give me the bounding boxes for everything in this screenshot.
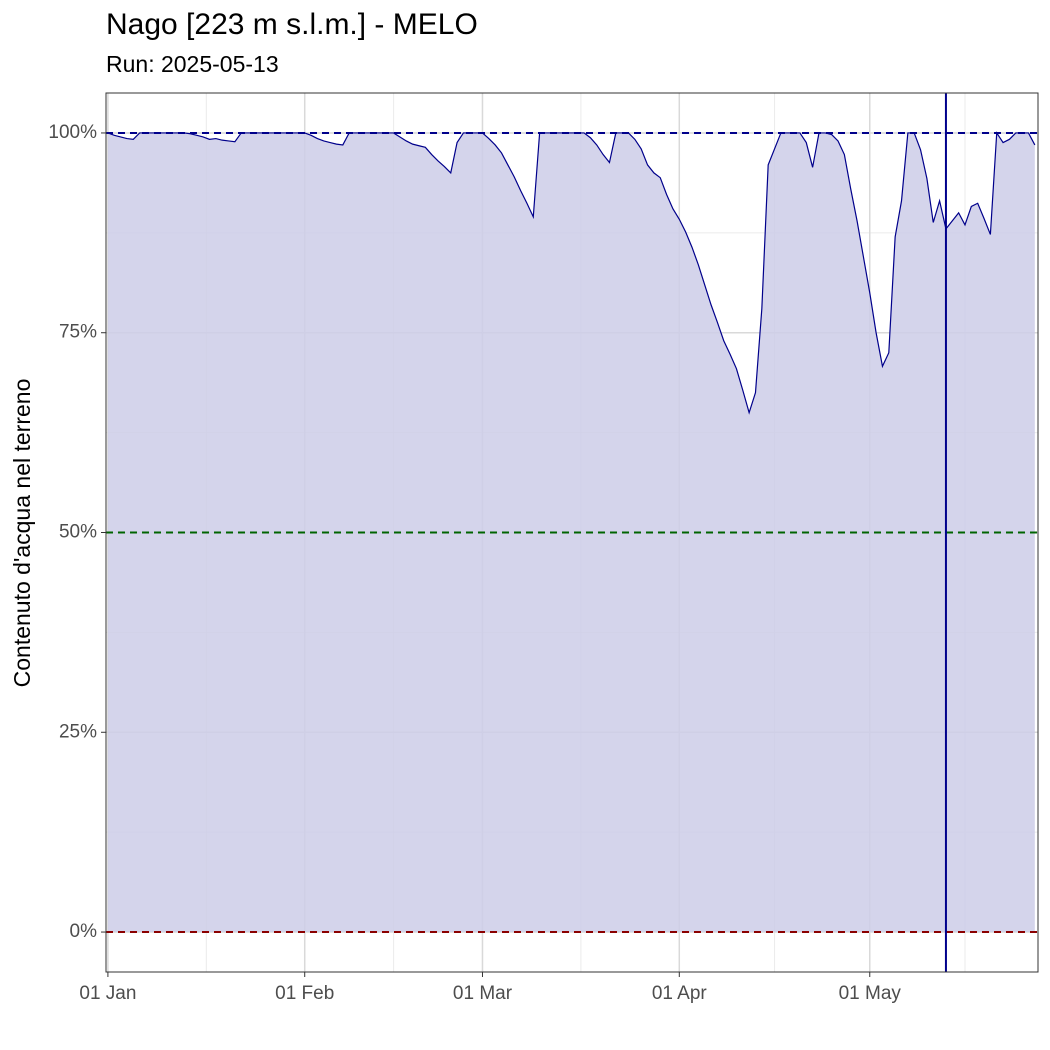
area [107, 132, 1035, 933]
x-tick-label: 01 May [839, 983, 902, 1004]
chart-subtitle: Run: 2025-05-13 [106, 51, 279, 77]
y-tick-label: 100% [48, 122, 97, 143]
y-tick-label: 75% [59, 322, 97, 343]
x-tick-label: 01 Jan [79, 983, 136, 1004]
x-tick-label: 01 Apr [652, 983, 708, 1004]
y-tick-label: 0% [70, 921, 98, 942]
y-axis-title: Contenuto d'acqua nel terreno [9, 379, 35, 688]
y-tick-label: 50% [59, 522, 97, 543]
chart-title: Nago [223 m s.l.m.] - MELO [106, 8, 478, 41]
x-tick-label: 01 Mar [453, 983, 513, 1004]
y-tick-label: 25% [59, 721, 97, 742]
panel-border [105, 92, 1039, 973]
x-tick-label: 01 Feb [275, 983, 334, 1004]
